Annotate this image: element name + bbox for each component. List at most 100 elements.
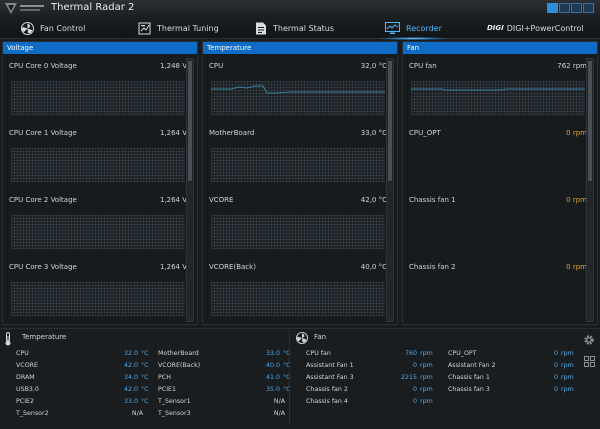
fan-row[interactable]: Chassis fan 2 0 rpm bbox=[407, 263, 587, 323]
summary-label: T_Sensor3 bbox=[158, 410, 191, 417]
summary-unit: rpm bbox=[420, 398, 433, 405]
summary-value: 0 bbox=[412, 386, 417, 393]
voltage-graph bbox=[11, 215, 185, 249]
temperature-graph bbox=[211, 282, 385, 316]
fan-graph bbox=[411, 81, 585, 115]
fan-row[interactable]: CPU fan 762 rpm bbox=[407, 62, 587, 122]
cpu-temperature-trace bbox=[211, 85, 385, 94]
voltage-graph bbox=[11, 81, 185, 115]
summary-unit: rpm bbox=[561, 362, 574, 369]
summary-unit: °C bbox=[283, 374, 291, 381]
summary-label: PCIE1 bbox=[158, 386, 177, 393]
scrollbar-thumb[interactable] bbox=[588, 61, 592, 181]
summary-unit: °C bbox=[283, 362, 291, 369]
panel-header: Voltage bbox=[3, 42, 197, 54]
fan-icon bbox=[296, 332, 308, 344]
voltage-graph bbox=[11, 148, 185, 182]
summary-unit: rpm bbox=[561, 350, 574, 357]
scrollbar-thumb[interactable] bbox=[388, 61, 392, 181]
maximize-button[interactable] bbox=[571, 3, 582, 13]
voltage-row[interactable]: CPU Core 1 Voltage 1,264 V bbox=[7, 129, 187, 189]
row-label: CPU_OPT bbox=[409, 129, 441, 137]
row-value: 1,264 V bbox=[159, 196, 187, 204]
summary-unit: °C bbox=[141, 398, 149, 405]
thermometer-icon bbox=[5, 332, 11, 346]
voltage-row[interactable]: CPU Core 2 Voltage 1,264 V bbox=[7, 196, 187, 256]
cpu-fan-trace bbox=[411, 88, 585, 91]
temperature-row[interactable]: CPU 32,0 °C bbox=[207, 62, 387, 122]
summary-unit: rpm bbox=[420, 350, 433, 357]
minimize-button[interactable] bbox=[559, 3, 570, 13]
fan-row[interactable]: CPU_OPT 0 rpm bbox=[407, 129, 587, 189]
summary-value: 0 bbox=[553, 386, 558, 393]
tuf-logo bbox=[5, 3, 44, 14]
summary-value: 34.0 bbox=[123, 374, 138, 381]
restore-icon[interactable] bbox=[547, 3, 558, 13]
summary-label: DRAM bbox=[16, 374, 35, 381]
fan-icon bbox=[21, 21, 34, 35]
summary-value: 35.0 bbox=[265, 386, 280, 393]
fan-panel: Fan CPU fan 762 rpm CPU_OPT 0 rpm Chassi… bbox=[402, 41, 598, 325]
tab-recorder[interactable]: Recorder bbox=[377, 17, 450, 40]
voltage-scrollbar[interactable] bbox=[186, 58, 194, 322]
summary-value: 0 bbox=[412, 362, 417, 369]
summary-temperature-title: Temperature bbox=[22, 333, 67, 341]
row-label: MotherBoard bbox=[209, 129, 255, 137]
row-label: VCORE(Back) bbox=[209, 263, 256, 271]
summary-value: N/A bbox=[273, 398, 285, 405]
summary-label: Chassis fan 1 bbox=[448, 374, 490, 381]
tab-thermal-status[interactable]: Thermal Status bbox=[255, 17, 334, 39]
summary-unit: °C bbox=[283, 350, 291, 357]
summary-value: N/A bbox=[131, 410, 143, 417]
voltage-panel: Voltage CPU Core 0 Voltage 1,248 V CPU C… bbox=[2, 41, 198, 325]
summary-value: N/A bbox=[273, 410, 285, 417]
tab-label: Thermal Tuning bbox=[157, 23, 219, 33]
voltage-row[interactable]: CPU Core 3 Voltage 1,264 V bbox=[7, 263, 187, 323]
summary-value: 40.0 bbox=[265, 362, 280, 369]
summary-label: VCORE(Back) bbox=[158, 362, 201, 369]
close-button[interactable] bbox=[583, 3, 594, 13]
row-label: CPU bbox=[209, 62, 224, 70]
fan-row[interactable]: Chassis fan 1 0 rpm bbox=[407, 196, 587, 256]
summary-label: Assistant Fan 1 bbox=[306, 362, 354, 369]
summary-label: CPU_OPT bbox=[448, 350, 477, 357]
summary-value: 33.0 bbox=[265, 350, 280, 357]
temperature-row[interactable]: VCORE 42,0 °C bbox=[207, 196, 387, 256]
tab-fan-control[interactable]: Fan Control bbox=[21, 17, 85, 39]
voltage-graph bbox=[11, 282, 185, 316]
temperature-row[interactable]: VCORE(Back) 40,0 °C bbox=[207, 263, 387, 323]
grid-layout-icon[interactable] bbox=[584, 356, 595, 367]
summary-value: 41.0 bbox=[265, 374, 280, 381]
tab-label: Fan Control bbox=[40, 23, 86, 33]
row-value: 0 rpm bbox=[566, 196, 587, 204]
temperature-scrollbar[interactable] bbox=[386, 58, 394, 322]
panel-header: Temperature bbox=[203, 42, 397, 54]
scrollbar-thumb[interactable] bbox=[188, 61, 192, 181]
row-label: CPU fan bbox=[409, 62, 437, 70]
summary-label: VCORE bbox=[16, 362, 39, 369]
summary-unit: rpm bbox=[561, 386, 574, 393]
row-label: CPU Core 2 Voltage bbox=[9, 196, 77, 204]
summary-value: 32.0 bbox=[123, 350, 138, 357]
voltage-row[interactable]: CPU Core 0 Voltage 1,248 V bbox=[7, 62, 187, 122]
row-value: 33,0 °C bbox=[360, 129, 387, 137]
settings-gear-icon[interactable] bbox=[583, 334, 595, 346]
tab-digi-power-control[interactable]: DIGI DIGI+PowerControl bbox=[487, 17, 584, 39]
summary-label: CPU fan bbox=[306, 350, 331, 357]
summary-unit: °C bbox=[141, 350, 149, 357]
summary-value: 760 bbox=[404, 350, 417, 357]
summary-fan-title: Fan bbox=[314, 333, 327, 341]
summary-value: 0 bbox=[553, 350, 558, 357]
summary-value: 0 bbox=[553, 374, 558, 381]
digi-logo: DIGI bbox=[487, 24, 504, 32]
summary-value: 33.0 bbox=[123, 398, 138, 405]
row-value: 762 rpm bbox=[557, 62, 587, 70]
summary-value: 0 bbox=[553, 362, 558, 369]
summary-value: 0 bbox=[412, 398, 417, 405]
tab-label: Recorder bbox=[406, 23, 442, 33]
summary-label: Assistant Fan 2 bbox=[448, 362, 496, 369]
fan-scrollbar[interactable] bbox=[586, 58, 594, 322]
tab-thermal-tuning[interactable]: Thermal Tuning bbox=[138, 17, 219, 39]
temperature-row[interactable]: MotherBoard 33,0 °C bbox=[207, 129, 387, 189]
